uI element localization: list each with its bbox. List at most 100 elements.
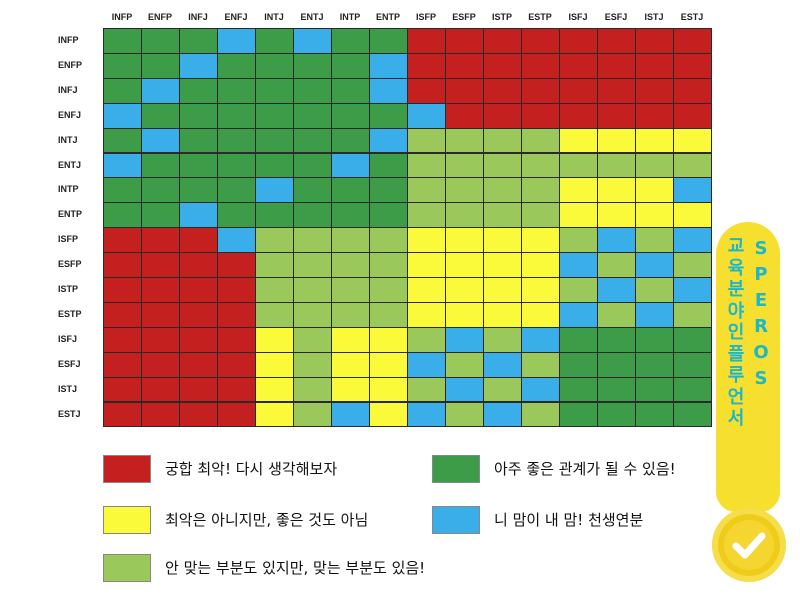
heatmap-cell: [407, 102, 446, 129]
heatmap-cell: [369, 52, 408, 79]
heatmap-cell: [635, 127, 674, 154]
heatmap-cell: [369, 102, 408, 129]
heatmap-cell: [673, 351, 712, 378]
heatmap-cell: [597, 277, 636, 303]
row-label: ENTJ: [58, 159, 82, 170]
heatmap-cell: [103, 127, 142, 154]
column-label: ENTP: [375, 12, 400, 22]
heatmap-cell: [179, 401, 218, 428]
heatmap-cell: [369, 28, 408, 54]
heatmap-cell: [331, 351, 370, 378]
heatmap-cell: [597, 326, 636, 353]
heatmap-cell: [445, 28, 484, 54]
heatmap-cell: [103, 227, 142, 254]
column-label: ISTP: [491, 12, 512, 22]
heatmap-cell: [597, 28, 636, 54]
heatmap-cell: [559, 401, 598, 428]
heatmap-cell: [483, 277, 522, 303]
heatmap-cell: [635, 177, 674, 204]
heatmap-cell: [141, 376, 180, 403]
heatmap-cell: [293, 102, 332, 129]
heatmap-cell: [217, 252, 256, 278]
heatmap-cell: [635, 28, 674, 54]
promo-char: 언: [727, 386, 745, 408]
row-label: ESFJ: [58, 358, 81, 369]
promo-char: S: [754, 238, 768, 259]
heatmap-cell: [293, 301, 332, 328]
heatmap-cell: [559, 202, 598, 229]
heatmap-cell: [521, 202, 560, 229]
heatmap-cell: [141, 177, 180, 204]
legend-swatch: [103, 554, 151, 582]
heatmap-cell: [635, 102, 674, 129]
heatmap-cell: [217, 326, 256, 353]
heatmap-cell: [483, 28, 522, 54]
heatmap-cell: [103, 401, 142, 428]
heatmap-cell: [293, 177, 332, 204]
heatmap-cell: [673, 376, 712, 403]
heatmap-cell: [141, 351, 180, 378]
heatmap-cell: [293, 351, 332, 378]
heatmap-cell: [369, 376, 408, 403]
heatmap-cell: [445, 52, 484, 79]
heatmap-cell: [179, 202, 218, 229]
heatmap-cell: [635, 77, 674, 104]
heatmap-cell: [141, 127, 180, 154]
promo-char: 인: [727, 322, 745, 343]
heatmap-cell: [559, 252, 598, 278]
heatmap-cell: [103, 351, 142, 378]
heatmap-cell: [217, 301, 256, 328]
heatmap-cell: [103, 202, 142, 229]
heatmap-cell: [445, 252, 484, 278]
heatmap-cell: [255, 177, 294, 204]
heatmap-cell: [673, 77, 712, 104]
column-label: ISFJ: [568, 12, 588, 22]
heatmap-cell: [179, 77, 218, 104]
legend-swatch: [432, 455, 480, 483]
heatmap-cell: [445, 202, 484, 229]
heatmap-cell: [559, 102, 598, 129]
heatmap-cell: [559, 28, 598, 54]
heatmap-cell: [483, 152, 522, 179]
heatmap-cell: [407, 127, 446, 154]
heatmap-cell: [445, 326, 484, 353]
row-label: ENFJ: [58, 109, 82, 120]
heatmap-cell: [559, 376, 598, 403]
heatmap-cell: [673, 277, 712, 303]
promo-char: O: [753, 342, 769, 363]
promo-char: S: [754, 368, 768, 389]
heatmap-cell: [331, 152, 370, 179]
legend-label: 최악은 아니지만, 좋은 것도 아님: [165, 511, 369, 529]
heatmap-cell: [103, 28, 142, 54]
heatmap-cell: [293, 401, 332, 428]
heatmap-cell: [635, 252, 674, 278]
heatmap-cell: [255, 77, 294, 104]
heatmap-cell: [331, 301, 370, 328]
heatmap-cell: [597, 102, 636, 129]
heatmap-cell: [559, 52, 598, 79]
heatmap-cell: [141, 277, 180, 303]
heatmap-cell: [179, 177, 218, 204]
promo-char: P: [754, 264, 768, 285]
heatmap-cell: [597, 301, 636, 328]
heatmap-cell: [141, 28, 180, 54]
heatmap-cell: [559, 326, 598, 353]
row-label: ENTP: [58, 209, 83, 220]
heatmap-cell: [179, 376, 218, 403]
check-badge: [712, 508, 786, 582]
promo-char: E: [754, 290, 768, 311]
row-label: INFP: [58, 35, 79, 45]
heatmap-cell: [103, 301, 142, 328]
heatmap-cell: [521, 102, 560, 129]
heatmap-cell: [521, 252, 560, 278]
heatmap-cell: [255, 127, 294, 154]
heatmap-cell: [293, 77, 332, 104]
heatmap-cell: [217, 77, 256, 104]
heatmap-cell: [407, 252, 446, 278]
heatmap-cell: [103, 102, 142, 129]
heatmap-cell: [559, 227, 598, 254]
heatmap-cell: [255, 301, 294, 328]
heatmap-cell: [369, 202, 408, 229]
